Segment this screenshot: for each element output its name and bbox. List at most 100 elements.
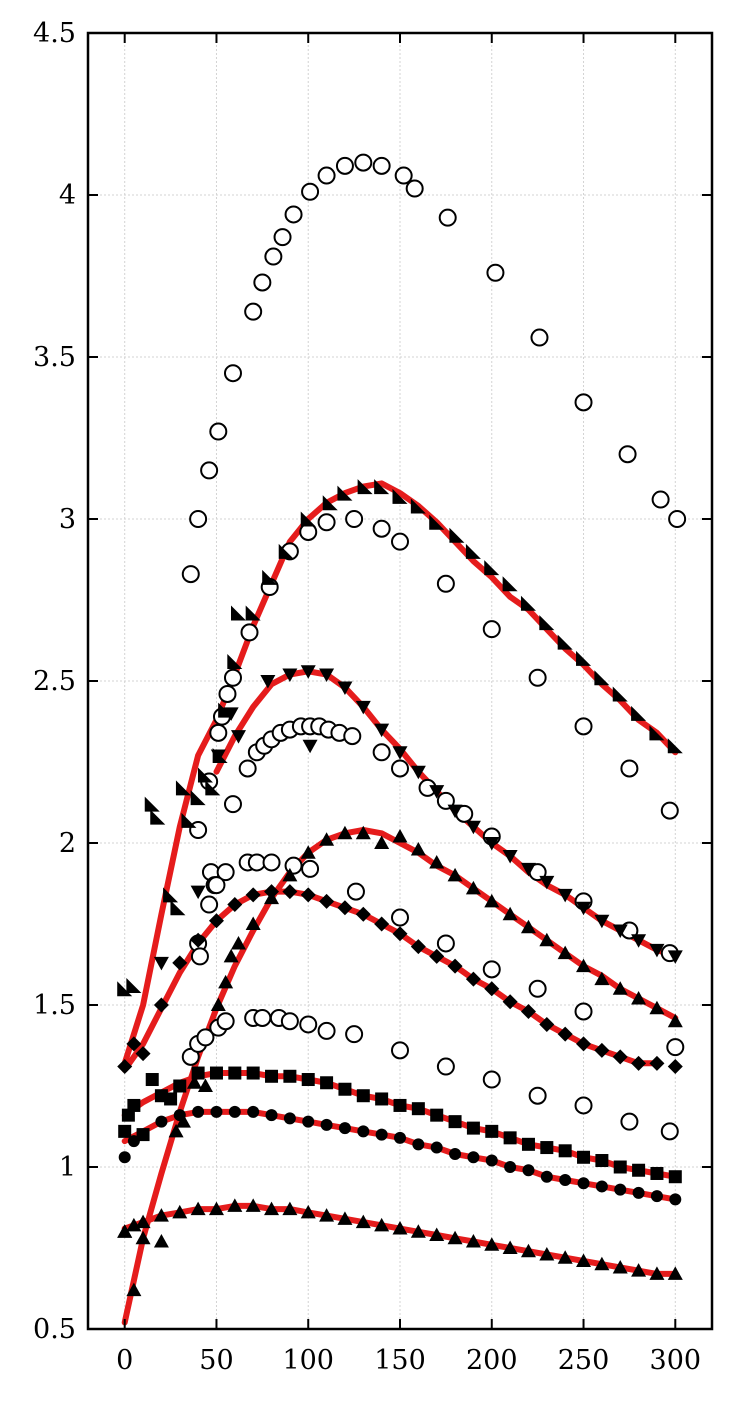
data-point (375, 1128, 388, 1141)
data-point (502, 1240, 518, 1254)
data-point (612, 1259, 628, 1274)
data-point (301, 859, 320, 878)
data-point (135, 1046, 151, 1062)
data-point (576, 901, 592, 916)
data-point (343, 727, 362, 746)
data-point (301, 182, 320, 201)
data-point (355, 906, 371, 922)
data-point (168, 1123, 184, 1138)
data-point (612, 981, 628, 995)
data-point (668, 1170, 682, 1184)
data-point (667, 1059, 683, 1075)
data-point (649, 1266, 665, 1280)
data-point (240, 623, 259, 642)
data-point (520, 919, 536, 934)
data-point (465, 971, 481, 987)
data-point (181, 812, 197, 828)
data-point (144, 796, 160, 812)
data-point (620, 1112, 639, 1131)
data-point (449, 527, 465, 543)
data-point (374, 916, 390, 932)
data-points (117, 153, 687, 1297)
data-point (620, 759, 639, 778)
data-point (253, 273, 272, 292)
data-point (447, 1230, 463, 1245)
data-point (335, 156, 354, 175)
data-point (405, 179, 424, 198)
data-point (227, 654, 243, 670)
data-point (264, 884, 280, 900)
data-point (278, 543, 294, 559)
data-point (200, 895, 219, 914)
data-point (375, 1092, 389, 1106)
data-point (436, 574, 455, 593)
data-point (392, 829, 408, 843)
data-point (223, 707, 239, 721)
y-tick-label: 3 (59, 504, 76, 535)
data-point (172, 955, 188, 971)
data-point (208, 1201, 224, 1216)
data-point (228, 1066, 242, 1080)
data-point (530, 328, 549, 347)
data-point (651, 490, 670, 509)
data-point (502, 849, 518, 864)
data-point (238, 759, 257, 778)
data-point (173, 1109, 186, 1122)
data-point (320, 1076, 334, 1090)
data-point (559, 1173, 572, 1186)
data-point (595, 1180, 608, 1193)
data-point (429, 854, 445, 869)
data-point (482, 960, 501, 979)
data-point (465, 880, 481, 895)
data-point (411, 1102, 425, 1116)
data-point (210, 997, 226, 1011)
data-point (127, 1098, 141, 1112)
data-point (190, 932, 206, 948)
data-point (410, 498, 426, 514)
data-point (282, 1201, 298, 1216)
data-point (223, 795, 242, 814)
data-point (557, 888, 573, 903)
data-point (372, 156, 391, 175)
data-point (557, 634, 573, 650)
data-point (282, 668, 298, 683)
data-point (337, 681, 353, 695)
data-point (338, 1122, 351, 1135)
data-point (137, 1128, 150, 1141)
data-point (649, 725, 665, 741)
data-point (484, 560, 500, 576)
data-point (301, 1073, 315, 1087)
data-point (594, 971, 610, 986)
data-point (410, 765, 426, 780)
x-tick-label: 300 (650, 1345, 702, 1376)
data-point (465, 1234, 481, 1248)
data-point (262, 569, 278, 585)
data-point (205, 780, 221, 796)
data-point (660, 801, 679, 820)
x-tick-label: 50 (199, 1345, 233, 1376)
data-point (520, 1003, 536, 1019)
data-point (223, 364, 242, 383)
x-tick-label: 200 (466, 1345, 518, 1376)
data-point (135, 1230, 151, 1245)
data-point (410, 1224, 426, 1238)
data-point (186, 1075, 202, 1089)
data-point (528, 1086, 547, 1105)
data-point (650, 1166, 664, 1180)
data-point (667, 1013, 683, 1028)
data-point (230, 935, 246, 950)
data-point (300, 665, 316, 679)
data-point (337, 900, 353, 916)
data-point (429, 948, 445, 964)
data-point (521, 1137, 535, 1151)
data-point (574, 1002, 593, 1021)
data-point (485, 1154, 498, 1167)
data-point (558, 1144, 572, 1158)
data-point (355, 825, 371, 840)
data-point (209, 723, 228, 742)
data-point (465, 543, 481, 559)
data-point (117, 1224, 133, 1238)
data-point (190, 885, 206, 900)
data-point (594, 670, 610, 686)
data-point (216, 1012, 235, 1031)
